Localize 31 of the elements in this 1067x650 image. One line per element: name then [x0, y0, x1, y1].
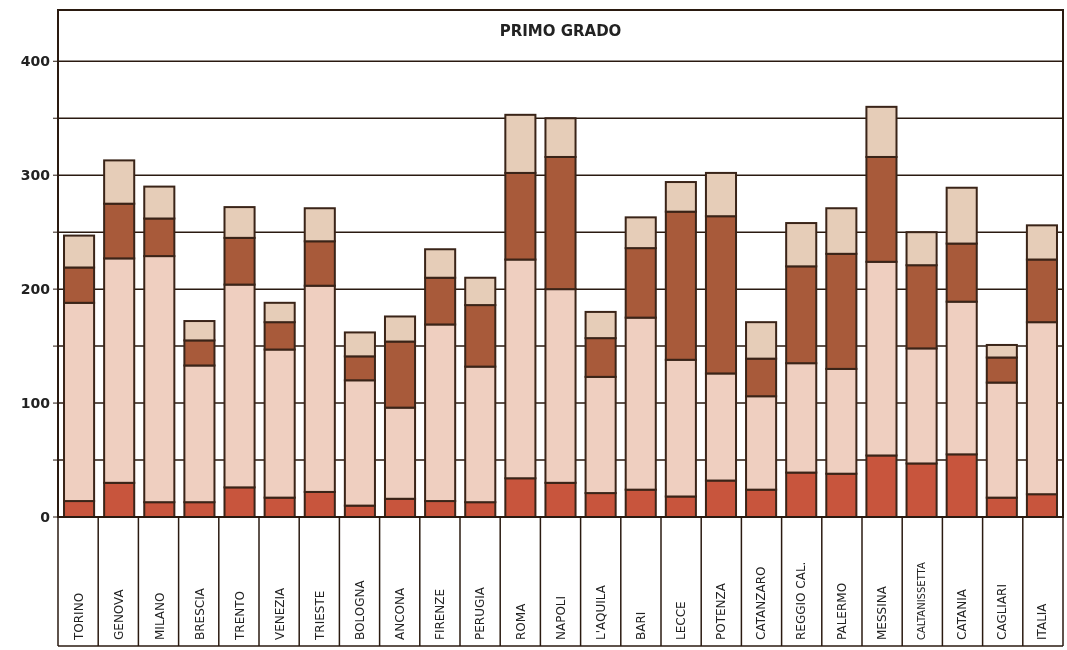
- x-tick-label: NAPOLI: [553, 595, 568, 640]
- x-tick-label: PALERMO: [834, 582, 849, 640]
- x-tick-label: LECCE: [674, 601, 689, 640]
- x-tick-label: GENOVA: [112, 588, 127, 640]
- x-tick-label: REGGIO CAL.: [794, 561, 809, 640]
- x-tick-label: CAGLIARI: [995, 584, 1010, 640]
- x-tick-label: ITALIA: [1035, 602, 1050, 640]
- x-tick-label: FIRENZE: [433, 588, 448, 640]
- x-tick-label: MESSINA: [874, 585, 889, 640]
- y-tick-label: 100: [20, 394, 51, 411]
- x-tick-label: TRIESTE: [312, 590, 327, 641]
- x-tick-label: CATANZARO: [754, 566, 769, 640]
- x-tick-label: CALTANISSETTA: [916, 562, 928, 640]
- x-tick-label: POTENZA: [714, 582, 729, 640]
- x-tick-label: PERUGIA: [473, 586, 488, 640]
- x-tick-label: BRESCIA: [192, 587, 207, 640]
- text: PRIMO GRADO: [499, 22, 622, 40]
- x-tick-label: TRENTO: [232, 590, 247, 641]
- x-tick-label: CATANIA: [954, 588, 969, 640]
- x-tick-label: BOLOGNA: [353, 579, 368, 640]
- y-tick-label: 400: [20, 53, 51, 70]
- x-tick-label: BARI: [633, 611, 648, 640]
- x-tick-label: MILANO: [152, 592, 167, 640]
- x-tick-label: L'AQUILA: [593, 584, 608, 640]
- x-tick-label: VENEZIA: [272, 586, 287, 640]
- y-tick-label: 300: [20, 167, 51, 184]
- y-tick-label: 200: [20, 281, 51, 298]
- x-tick-label: TORINO: [72, 592, 87, 641]
- x-tick-label: ROMA: [513, 602, 528, 640]
- x-tick-label: ANCONA: [393, 587, 408, 640]
- y-tick-label: 0: [40, 508, 51, 525]
